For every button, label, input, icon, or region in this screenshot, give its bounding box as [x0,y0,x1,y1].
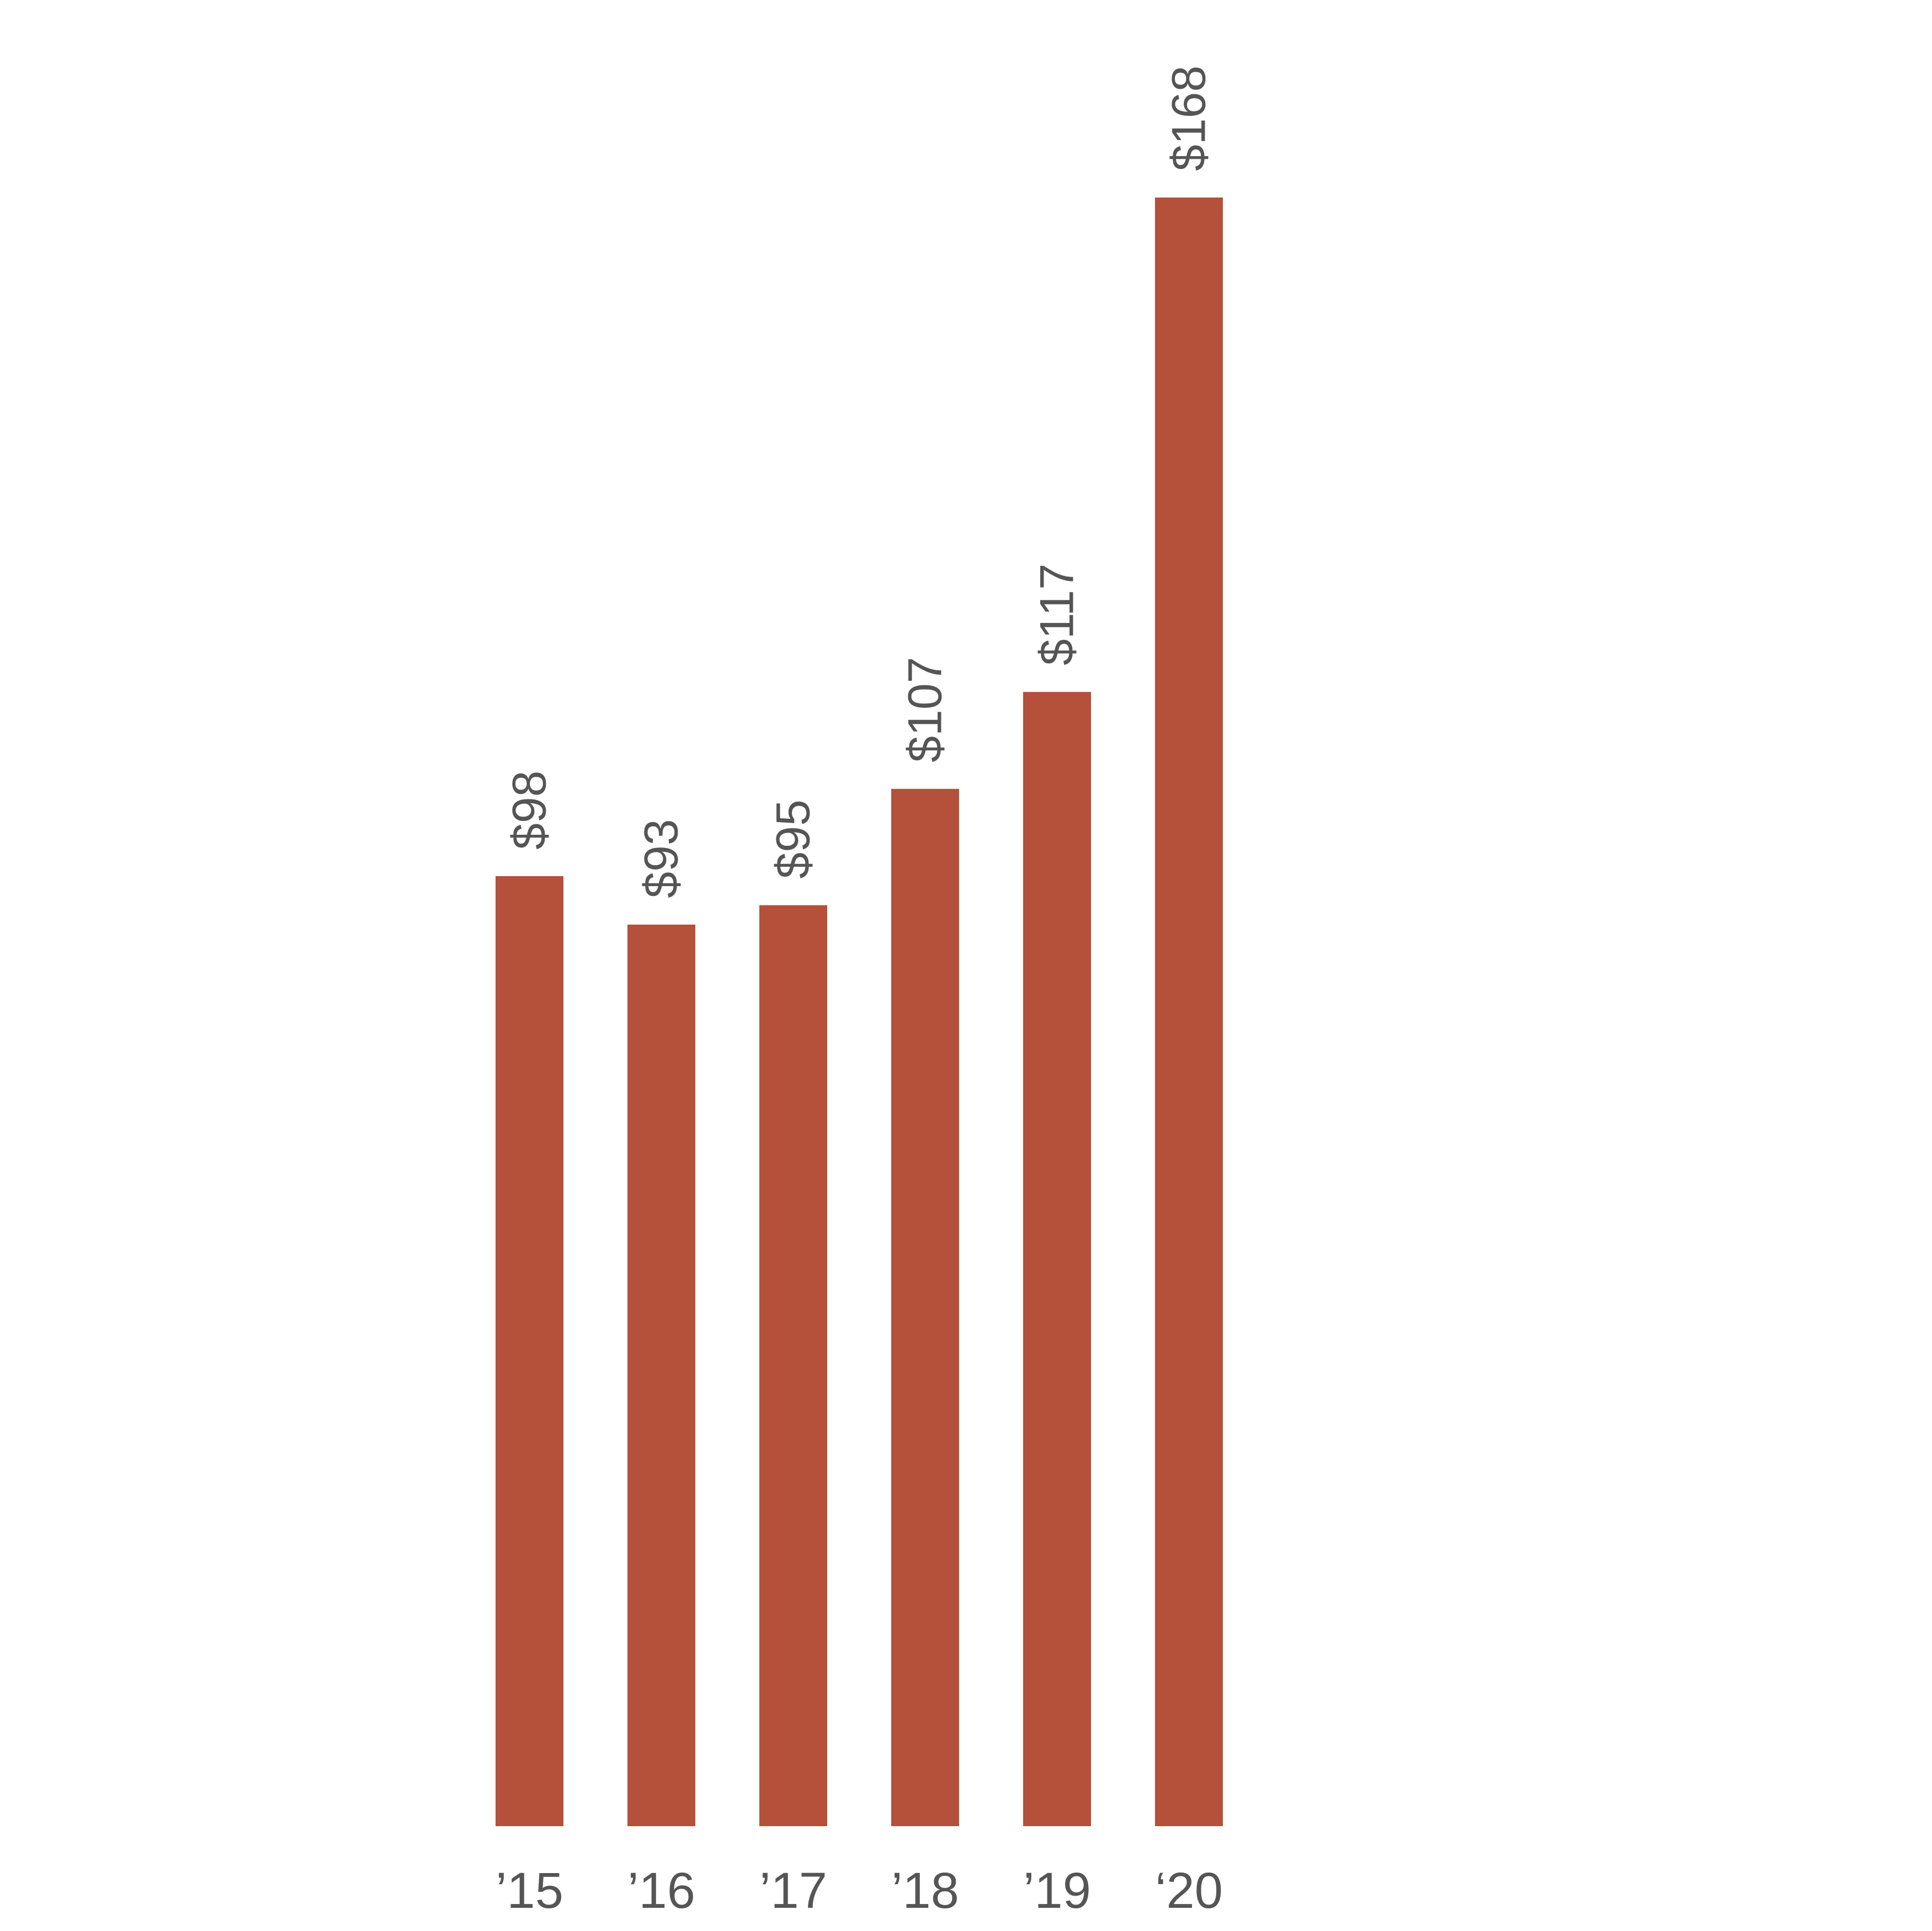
bar-0 [496,876,563,1826]
value-label-1: $93 [635,819,688,898]
tick-label-5: ‘20 [1155,1863,1223,1919]
value-label-4: $117 [1031,563,1084,665]
tick-label-0: ’15 [496,1863,563,1919]
tick-labels-layer: ’15 ’16 ’17 ’18 ’19 ‘20 [496,1863,1223,1919]
value-labels-layer: $98 $93 $95 $107 $117 $168 [503,66,1216,898]
tick-label-4: ’19 [1023,1863,1091,1919]
tick-label-2: ’17 [759,1863,827,1919]
value-label-5: $168 [1163,66,1216,171]
value-label-3: $107 [899,657,952,762]
bar-1 [627,924,695,1826]
value-label-0: $98 [503,771,556,850]
bar-5 [1155,198,1223,1826]
tick-label-3: ’18 [891,1863,959,1919]
bar-2 [759,905,827,1826]
bar-3 [891,788,959,1826]
tick-label-1: ’16 [627,1863,695,1919]
bars-layer [496,198,1223,1826]
value-label-2: $95 [767,799,820,879]
bar-4 [1023,692,1091,1826]
